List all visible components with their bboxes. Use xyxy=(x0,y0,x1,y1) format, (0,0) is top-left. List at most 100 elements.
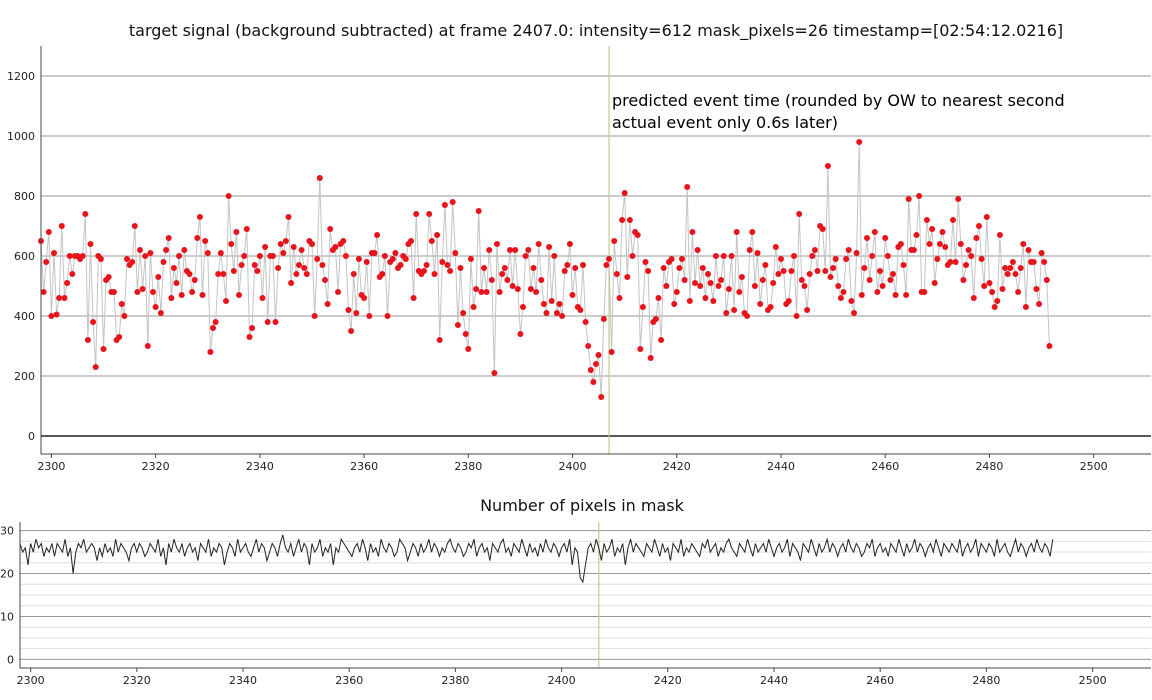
data-point xyxy=(723,310,730,316)
data-point xyxy=(428,238,435,244)
data-point xyxy=(447,268,454,274)
data-point xyxy=(230,268,237,274)
data-point xyxy=(53,311,60,318)
data-point xyxy=(999,286,1006,292)
data-point xyxy=(199,292,206,298)
data-point xyxy=(262,244,269,250)
data-point xyxy=(389,256,396,262)
data-point xyxy=(290,244,297,250)
data-point xyxy=(939,229,946,235)
data-point xyxy=(728,253,735,259)
data-point xyxy=(866,277,873,283)
data-point xyxy=(900,262,907,268)
data-point xyxy=(546,244,553,250)
data-point xyxy=(767,304,774,310)
data-point xyxy=(163,247,170,253)
data-point xyxy=(926,241,933,247)
data-point xyxy=(82,211,89,217)
data-point xyxy=(983,214,990,220)
data-point xyxy=(520,304,526,310)
data-point xyxy=(637,346,644,352)
data-point xyxy=(720,253,727,259)
data-point xyxy=(634,232,641,238)
data-point xyxy=(981,283,988,289)
data-point xyxy=(824,163,831,169)
data-point xyxy=(1041,259,1048,265)
data-point xyxy=(264,319,271,325)
data-point xyxy=(366,313,373,319)
data-point xyxy=(788,268,795,274)
data-point xyxy=(684,184,691,190)
data-point xyxy=(905,196,912,202)
data-point xyxy=(762,262,769,268)
data-point xyxy=(830,265,837,271)
data-point xyxy=(402,256,409,262)
x-tick-label: 2360 xyxy=(335,674,363,687)
data-point xyxy=(236,292,242,298)
x-tick-label: 2400 xyxy=(559,460,587,473)
data-point xyxy=(587,367,594,373)
data-point xyxy=(804,307,811,313)
data-point xyxy=(131,223,138,229)
data-point xyxy=(851,310,857,316)
data-point xyxy=(942,244,949,250)
data-point xyxy=(142,253,149,259)
main-series-points xyxy=(38,139,1053,400)
data-point xyxy=(186,271,193,277)
data-point xyxy=(423,262,430,268)
data-point xyxy=(626,217,633,223)
data-point xyxy=(793,313,800,319)
x-tick-label: 2380 xyxy=(454,460,482,473)
data-point xyxy=(1046,343,1053,349)
data-point xyxy=(725,286,732,292)
data-point xyxy=(694,247,701,253)
data-point xyxy=(124,256,130,262)
data-point xyxy=(111,289,117,295)
data-point xyxy=(780,268,787,274)
data-point xyxy=(1004,271,1011,277)
data-point xyxy=(421,268,427,274)
x-tick-label: 2340 xyxy=(229,674,257,687)
x-tick-label: 2300 xyxy=(37,460,65,473)
data-point xyxy=(934,256,941,262)
data-point xyxy=(431,271,438,277)
data-point xyxy=(569,292,576,298)
data-point xyxy=(754,250,761,256)
data-point xyxy=(931,280,938,286)
data-point xyxy=(269,253,276,259)
data-point xyxy=(994,298,1001,304)
data-point xyxy=(522,253,529,259)
data-point xyxy=(814,268,821,274)
data-point xyxy=(559,313,566,319)
data-point xyxy=(116,334,123,340)
data-point xyxy=(84,337,91,343)
data-point xyxy=(311,313,318,319)
data-point xyxy=(921,289,928,295)
data-point xyxy=(710,298,717,304)
data-point xyxy=(689,229,696,235)
data-point xyxy=(342,253,349,259)
data-point xyxy=(238,262,245,268)
data-point xyxy=(181,247,188,253)
data-point xyxy=(45,229,52,235)
data-point xyxy=(121,313,128,319)
data-point xyxy=(598,394,605,400)
data-point xyxy=(798,277,805,283)
data-point xyxy=(155,274,162,280)
data-point xyxy=(488,277,495,283)
y-tick-label: 1000 xyxy=(7,130,35,143)
y-tick-label: 30 xyxy=(0,525,14,538)
data-point xyxy=(316,175,323,181)
data-point xyxy=(705,271,711,277)
data-point xyxy=(301,265,308,271)
data-point xyxy=(660,265,667,271)
data-point xyxy=(936,241,943,247)
data-point xyxy=(157,310,164,316)
data-point xyxy=(173,280,180,286)
data-point xyxy=(608,349,615,355)
data-point xyxy=(1022,304,1029,310)
data-point xyxy=(69,271,76,277)
data-point xyxy=(355,256,362,262)
data-point xyxy=(848,298,855,304)
data-point xyxy=(481,265,487,271)
